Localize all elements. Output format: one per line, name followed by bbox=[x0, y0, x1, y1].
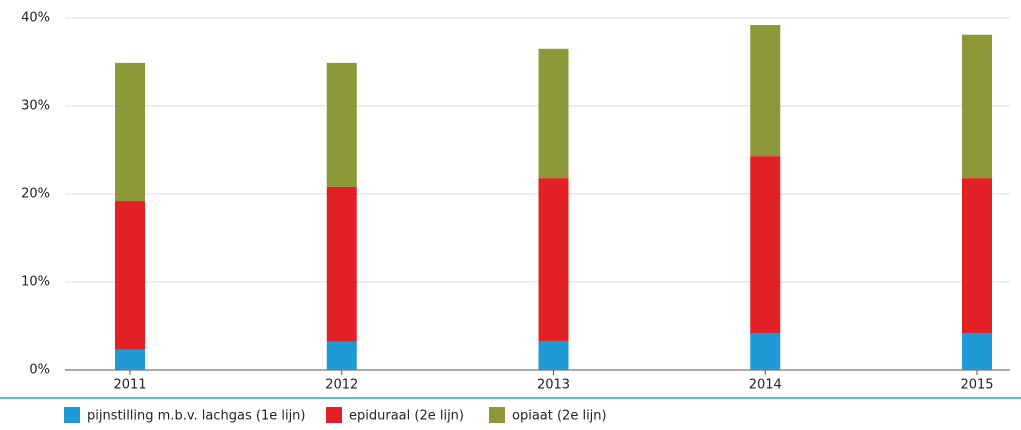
x-tick-label: 2011 bbox=[113, 378, 146, 393]
y-tick-label: 0% bbox=[29, 363, 50, 378]
x-tick-label: 2013 bbox=[537, 378, 570, 393]
bar-segment bbox=[115, 62, 145, 202]
legend-label: pijnstilling m.b.v. lachgas (1e lijn) bbox=[87, 409, 306, 424]
bar-segment bbox=[750, 333, 781, 370]
legend-swatch bbox=[326, 407, 342, 423]
x-tick-label: 2012 bbox=[325, 378, 358, 393]
bar-segment bbox=[326, 341, 357, 370]
bar-segment bbox=[326, 62, 357, 187]
bar-segment bbox=[538, 178, 569, 341]
legend-label: epiduraal (2e lijn) bbox=[349, 409, 464, 424]
legend-swatch bbox=[489, 407, 505, 423]
y-tick-label: 40% bbox=[21, 11, 50, 26]
bar-segment bbox=[538, 48, 569, 179]
y-tick-label: 30% bbox=[21, 99, 50, 114]
bar-segment bbox=[750, 156, 781, 334]
legend-swatch bbox=[64, 407, 80, 423]
bar-segment bbox=[326, 186, 357, 342]
bar-segment bbox=[115, 201, 145, 350]
y-tick-label: 20% bbox=[21, 187, 50, 202]
x-tick-label: 2015 bbox=[960, 378, 993, 393]
legend-label: opiaat (2e lijn) bbox=[512, 409, 607, 424]
bar-segment bbox=[750, 25, 781, 157]
bar-segment bbox=[962, 178, 992, 334]
x-tick-label: 2014 bbox=[749, 378, 782, 393]
bar-segment bbox=[962, 333, 992, 370]
y-tick-label: 10% bbox=[21, 275, 50, 290]
bar-segment bbox=[538, 340, 569, 370]
bar-segment bbox=[962, 34, 992, 179]
bar-segment bbox=[115, 349, 145, 370]
